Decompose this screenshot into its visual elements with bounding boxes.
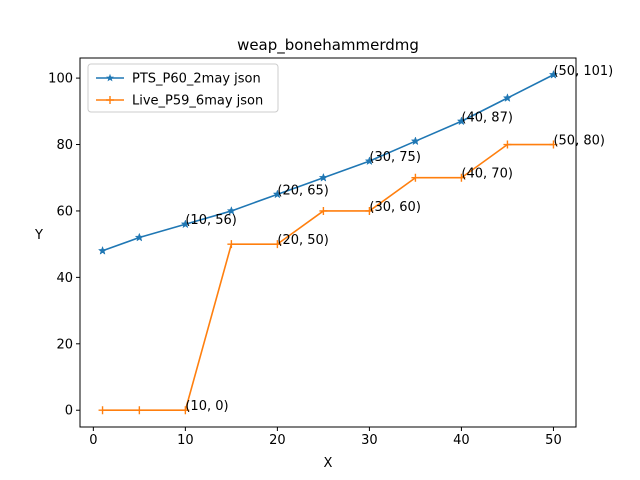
data-point <box>180 219 191 229</box>
data-label-group: (10, 56) (20, 65) (30, 75) (40, 87) (50, 101… <box>185 64 613 414</box>
x-axis-label: X <box>324 456 333 471</box>
data-label: (20, 50) <box>277 233 329 248</box>
data-point <box>456 116 467 126</box>
data-label: (50, 101) <box>553 64 613 79</box>
x-tick-label: 10 <box>177 433 194 448</box>
data-point <box>548 69 559 79</box>
legend-box <box>87 63 279 113</box>
x-tick-label: 0 <box>89 433 97 448</box>
data-point <box>319 206 328 215</box>
x-tick-label: 40 <box>453 433 470 448</box>
y-tick-label: 0 <box>65 404 73 419</box>
data-point <box>549 140 558 149</box>
data-point <box>411 173 420 182</box>
y-axis-label: Y <box>34 228 43 243</box>
data-point <box>365 206 374 215</box>
y-axis: 0 20 40 60 80 100 <box>48 72 80 419</box>
data-point <box>134 232 145 242</box>
chart-title: weap_bonehammerdmg <box>237 36 419 55</box>
legend-item: Live_P59_6may json <box>96 94 263 109</box>
x-tick-label: 50 <box>545 433 562 448</box>
data-point <box>98 406 107 415</box>
data-point <box>457 173 466 182</box>
data-point <box>135 406 144 415</box>
data-label: (40, 87) <box>461 110 512 125</box>
data-point <box>364 156 375 166</box>
data-label: (10, 56) <box>185 213 237 228</box>
legend-marker <box>106 96 114 104</box>
x-tick-label: 30 <box>361 433 378 448</box>
data-point <box>227 240 236 249</box>
data-point <box>273 240 282 249</box>
y-tick-label: 60 <box>56 204 73 219</box>
legend-item: PTS_P60_2may json <box>96 72 261 87</box>
x-axis: 0 10 20 30 40 50 <box>89 427 562 448</box>
data-point <box>503 140 512 149</box>
data-label: (50, 80) <box>553 134 605 149</box>
y-tick-label: 100 <box>48 72 73 87</box>
data-label: (20, 65) <box>277 183 329 198</box>
series-2 <box>98 140 558 415</box>
data-point <box>181 406 190 415</box>
data-label: (30, 75) <box>369 150 421 165</box>
data-label: (40, 70) <box>461 167 512 182</box>
data-point <box>318 172 329 182</box>
legend: PTS_P60_2may json Live_P59_6may json <box>87 63 279 113</box>
legend-label: PTS_P60_2may json <box>132 72 261 87</box>
legend-marker <box>106 73 114 82</box>
series-1 <box>97 69 559 255</box>
y-tick-label: 80 <box>56 138 73 153</box>
y-tick-label: 40 <box>56 271 73 286</box>
data-point <box>272 189 283 199</box>
data-point <box>97 245 108 255</box>
plot-area <box>97 69 559 415</box>
data-label: (30, 60) <box>369 200 421 215</box>
axes-frame <box>79 57 577 428</box>
x-tick-label: 20 <box>269 433 286 448</box>
data-label: (10, 0) <box>185 399 228 414</box>
data-point <box>502 93 513 102</box>
legend-label: Live_P59_6may json <box>132 94 263 109</box>
data-point <box>410 136 421 146</box>
y-tick-label: 20 <box>56 337 73 352</box>
data-point <box>226 206 237 215</box>
